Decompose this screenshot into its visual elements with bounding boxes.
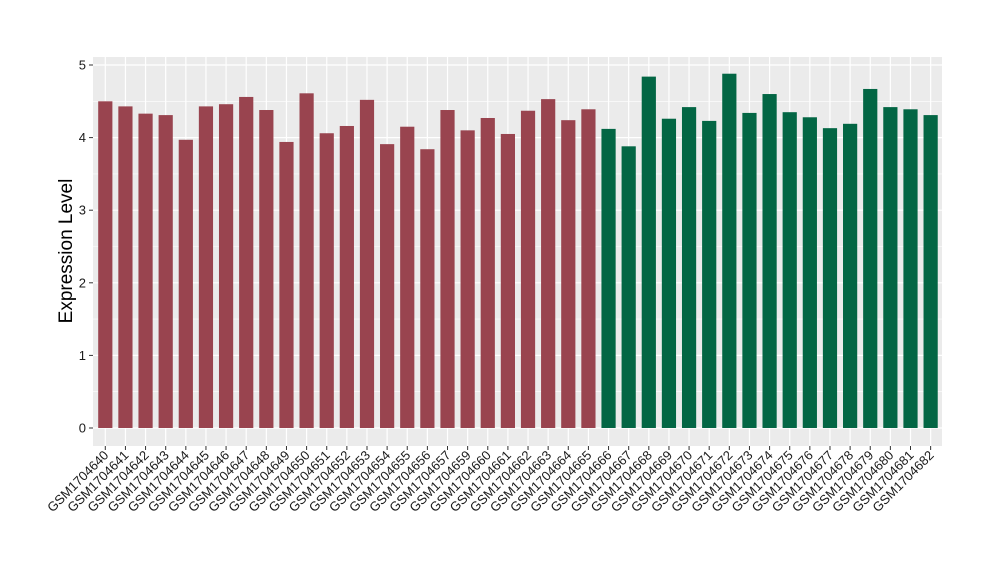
bar-GSM1704649 <box>279 141 294 428</box>
bar-GSM1704643 <box>158 115 173 429</box>
bar-GSM1704664 <box>561 120 576 429</box>
bar-GSM1704656 <box>420 149 435 428</box>
y-tick-label: 0 <box>79 421 86 436</box>
bar-GSM1704645 <box>198 106 214 428</box>
bar-GSM1704641 <box>118 106 133 428</box>
bar-GSM1704680 <box>883 107 898 428</box>
bar-GSM1704682 <box>923 115 938 429</box>
bar-GSM1704648 <box>259 110 274 429</box>
bar-GSM1704657 <box>440 110 455 429</box>
bar-GSM1704655 <box>400 126 415 429</box>
bar-GSM1704663 <box>541 99 556 428</box>
y-axis: 0 1 2 3 4 5 <box>79 58 93 436</box>
bar-GSM1704661 <box>500 133 515 428</box>
bar-GSM1704672 <box>722 73 737 428</box>
bar-GSM1704640 <box>98 101 113 429</box>
bar-GSM1704675 <box>782 112 797 428</box>
bar-GSM1704671 <box>702 120 717 428</box>
bar-GSM1704670 <box>681 107 697 428</box>
bar-GSM1704652 <box>339 125 354 428</box>
bar-GSM1704644 <box>178 139 193 428</box>
bar-GSM1704659 <box>460 130 475 428</box>
bar-GSM1704651 <box>319 133 334 428</box>
y-tick-label: 4 <box>79 130 86 145</box>
bar-GSM1704646 <box>218 104 234 428</box>
bar-GSM1704642 <box>138 113 153 428</box>
bar-GSM1704673 <box>742 112 757 428</box>
bar-GSM1704667 <box>621 146 636 428</box>
y-tick-label: 3 <box>79 203 86 218</box>
y-tick-label: 1 <box>79 348 86 363</box>
y-tick-label: 2 <box>79 275 86 290</box>
bar-GSM1704668 <box>641 76 656 428</box>
plot-panel <box>93 57 942 446</box>
bar-GSM1704674 <box>762 94 777 428</box>
bar-GSM1704678 <box>843 123 858 428</box>
y-axis-title: Expression Level <box>56 179 77 324</box>
bar-GSM1704681 <box>903 109 918 428</box>
bar-GSM1704677 <box>822 128 838 429</box>
bar-GSM1704654 <box>380 144 395 428</box>
bar-GSM1704669 <box>661 118 677 428</box>
bar-GSM1704676 <box>802 117 817 428</box>
bar-GSM1704647 <box>239 96 254 428</box>
x-axis: GSM1704640GSM1704641GSM1704642GSM1704643… <box>44 446 937 515</box>
bar-GSM1704665 <box>581 109 596 428</box>
bar-GSM1704662 <box>520 110 536 428</box>
bar-GSM1704653 <box>359 99 375 429</box>
bars <box>98 73 938 429</box>
bar-GSM1704666 <box>601 128 616 428</box>
bar-GSM1704650 <box>299 93 314 429</box>
bar-GSM1704679 <box>863 88 878 428</box>
grid-minor <box>93 101 942 393</box>
y-tick-label: 5 <box>79 58 86 73</box>
bar-GSM1704660 <box>480 117 495 429</box>
